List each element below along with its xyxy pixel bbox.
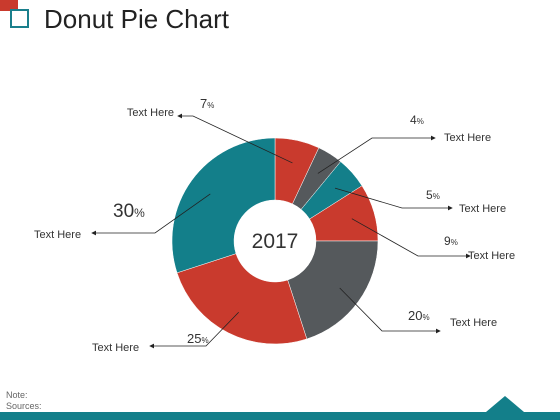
leader-line [177, 113, 293, 164]
leader-line [334, 187, 453, 211]
slice-percent-label: 30% [113, 201, 145, 222]
sources-label: Sources: [6, 401, 42, 411]
slice-percent-label: 9% [444, 234, 458, 248]
donut-slice-25-percent [176, 253, 308, 345]
corner-accent [0, 0, 18, 11]
slice-percent-label: 5% [426, 188, 440, 202]
leader-line [149, 312, 239, 349]
slice-category-label: Text Here [34, 229, 81, 241]
slice-category-label: Text Here [444, 132, 491, 144]
footer-bar [0, 412, 560, 420]
slice-category-label: Text Here [127, 107, 174, 119]
slice-percent-label: 4% [410, 113, 424, 127]
slice-category-label: Text Here [92, 342, 139, 354]
title-square-icon [10, 9, 29, 28]
slice-percent-label: 25% [187, 331, 209, 346]
donut-slice-30-percent [171, 137, 276, 274]
slice-percent-label: 7% [200, 96, 214, 111]
note-label: Note: [6, 390, 28, 400]
leader-line [91, 193, 211, 236]
slice-category-label: Text Here [468, 250, 515, 262]
leader-line [317, 135, 436, 174]
donut-chart: 7% Text Here 4% Text Here 5% Text Here 9% Text … [34, 96, 515, 354]
leader-line [339, 287, 441, 334]
slice-category-label: Text Here [450, 317, 497, 329]
donut-slice-20-percent [287, 240, 379, 340]
page-title: Donut Pie Chart [44, 4, 229, 34]
slice-percent-label: 20% [408, 308, 430, 323]
leader-line [351, 218, 471, 259]
footnote: Note: Sources: [6, 390, 42, 412]
center-year-label: 2017 [252, 230, 299, 253]
slice-category-label: Text Here [459, 203, 506, 215]
